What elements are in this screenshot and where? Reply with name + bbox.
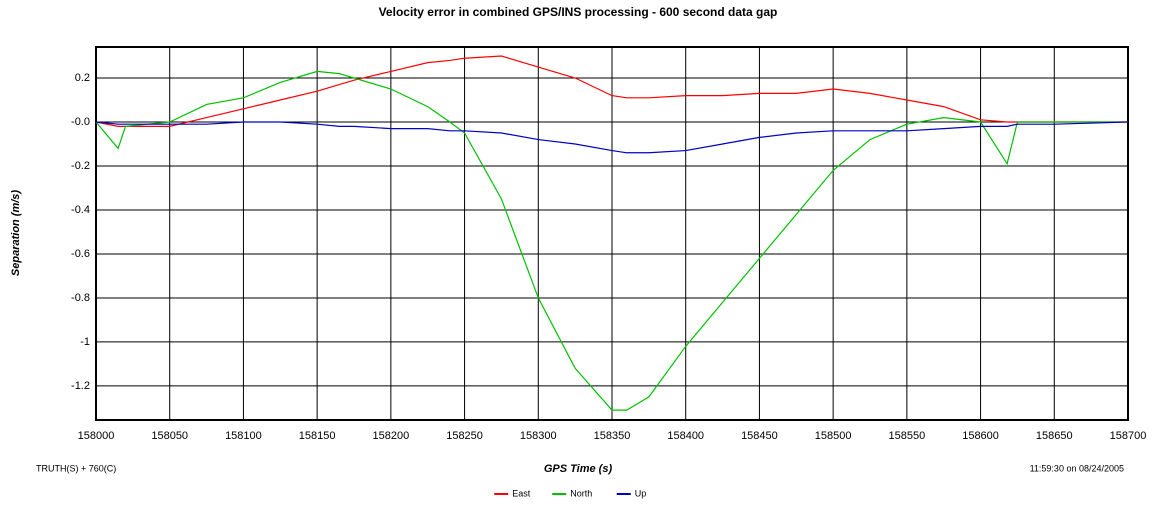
legend-label: Up <box>635 488 647 498</box>
y-tick-label: -0.8 <box>71 292 90 304</box>
x-tick-label: 158700 <box>1110 430 1147 442</box>
series-line <box>95 55 1128 127</box>
x-tick-label: 158600 <box>962 430 999 442</box>
x-tick-label: 158100 <box>225 430 262 442</box>
x-tick-label: 158500 <box>815 430 852 442</box>
x-tick-label: 158000 <box>78 430 115 442</box>
footer-right: 11:59:30 on 08/24/2005 <box>1030 463 1124 473</box>
y-tick-label: -1.2 <box>71 380 90 392</box>
x-tick-label: 158350 <box>594 430 631 442</box>
series-line <box>95 70 1128 411</box>
y-tick-label: 0.2 <box>75 72 90 84</box>
legend-label: East <box>512 488 531 498</box>
y-tick-label: -0.6 <box>71 248 90 260</box>
y-axis-label: Separation (m/s) <box>10 190 22 277</box>
legend-label: North <box>570 488 592 498</box>
x-tick-label: 158650 <box>1036 430 1073 442</box>
x-tick-label: 158050 <box>151 430 188 442</box>
x-tick-label: 158400 <box>667 430 704 442</box>
plot-frame <box>95 46 1129 421</box>
chart-title: Velocity error in combined GPS/INS proce… <box>379 5 778 19</box>
x-tick-label: 158150 <box>299 430 336 442</box>
y-tick-label: -1 <box>80 336 90 348</box>
footer-left: TRUTH(S) + 760(C) <box>36 463 116 473</box>
x-tick-label: 158550 <box>888 430 925 442</box>
x-axis-label: GPS Time (s) <box>544 463 613 475</box>
x-tick-label: 158450 <box>741 430 778 442</box>
x-tick-label: 158200 <box>372 430 409 442</box>
series-line <box>95 121 1129 154</box>
y-tick-label: -0.4 <box>71 204 90 216</box>
x-tick-label: 158300 <box>520 430 557 442</box>
y-tick-label: -0.2 <box>71 160 90 172</box>
x-tick-label: 158250 <box>446 430 483 442</box>
y-tick-label: -0.0 <box>71 116 90 128</box>
